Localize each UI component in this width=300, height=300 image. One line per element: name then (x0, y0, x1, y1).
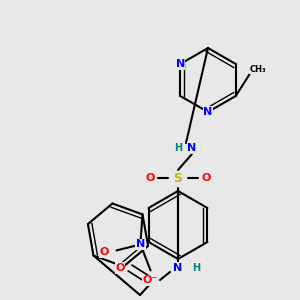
Text: S: S (173, 172, 182, 184)
Text: N: N (188, 143, 196, 153)
Text: O⁻: O⁻ (143, 275, 158, 285)
Text: N: N (176, 59, 185, 69)
Text: N: N (173, 263, 183, 273)
Text: N: N (203, 107, 213, 117)
Text: H: H (192, 263, 200, 273)
Text: H: H (174, 143, 182, 153)
Text: O: O (100, 248, 109, 257)
Text: N: N (136, 239, 145, 249)
Text: CH₃: CH₃ (249, 64, 266, 74)
Text: O: O (201, 173, 211, 183)
Text: O: O (145, 173, 155, 183)
Text: O: O (115, 263, 125, 273)
